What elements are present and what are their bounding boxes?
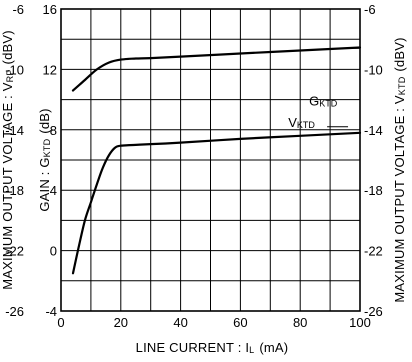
series-label-vktd: VKTD [288,115,315,130]
x-tick-label: 60 [233,315,247,330]
y-left-inner-tick-label: 12 [43,62,57,77]
plot-frame [60,8,361,312]
y-left-outer-label: MAXIMUM OUTPUT VOLTAGE : VRP(dBV) [0,30,15,290]
y-right-tick-label: -26 [364,304,383,319]
curves [71,46,362,275]
y-left-outer-tick-label: -26 [5,304,24,319]
y-left-inner-tick-label: 0 [50,244,57,259]
x-tick-label: 100 [349,315,371,330]
y-left-inner-tick-label: 4 [50,183,57,198]
curve-labels: GKTD VKTD [288,47,360,130]
tick-labels: 0 20 40 60 80 1001612840-4-6-10-14-18-22-26-6… [5,2,383,330]
y-left-outer-tick-label: -18 [5,183,24,198]
x-tick-label: 20 [114,315,128,330]
y-left-outer-tick-label: -14 [5,123,24,138]
x-tick-label: 40 [173,315,187,330]
y-right-tick-label: -18 [364,183,383,198]
y-right-label: MAXIMUM OUTPUT VOLTAGE : VKTD(dBV) [392,37,407,302]
series-label-gktd: GKTD [309,94,338,109]
y-left-inner-tick-label: 16 [43,2,57,17]
y-left-inner-label: GAIN : GKTD(dB) [37,108,52,211]
x-axis-label: LINE CURRENT : IL (mA) [136,340,289,355]
series-line-vktd [71,131,362,275]
y-left-outer-tick-label: -10 [5,62,24,77]
y-right-tick-label: -14 [364,123,383,138]
y-left-outer-tick-label: -6 [12,2,24,17]
y-right-tick-label: -22 [364,244,383,259]
y-left-outer-tick-label: -22 [5,244,24,259]
y-left-inner-tick-label: -4 [45,304,57,319]
series-line-gktd [71,46,362,92]
x-tick-label: 80 [293,315,307,330]
y-right-tick-label: -6 [364,2,376,17]
x-tick-label: 0 [57,315,64,330]
y-right-tick-label: -10 [364,62,383,77]
y-left-inner-tick-label: 8 [50,123,57,138]
